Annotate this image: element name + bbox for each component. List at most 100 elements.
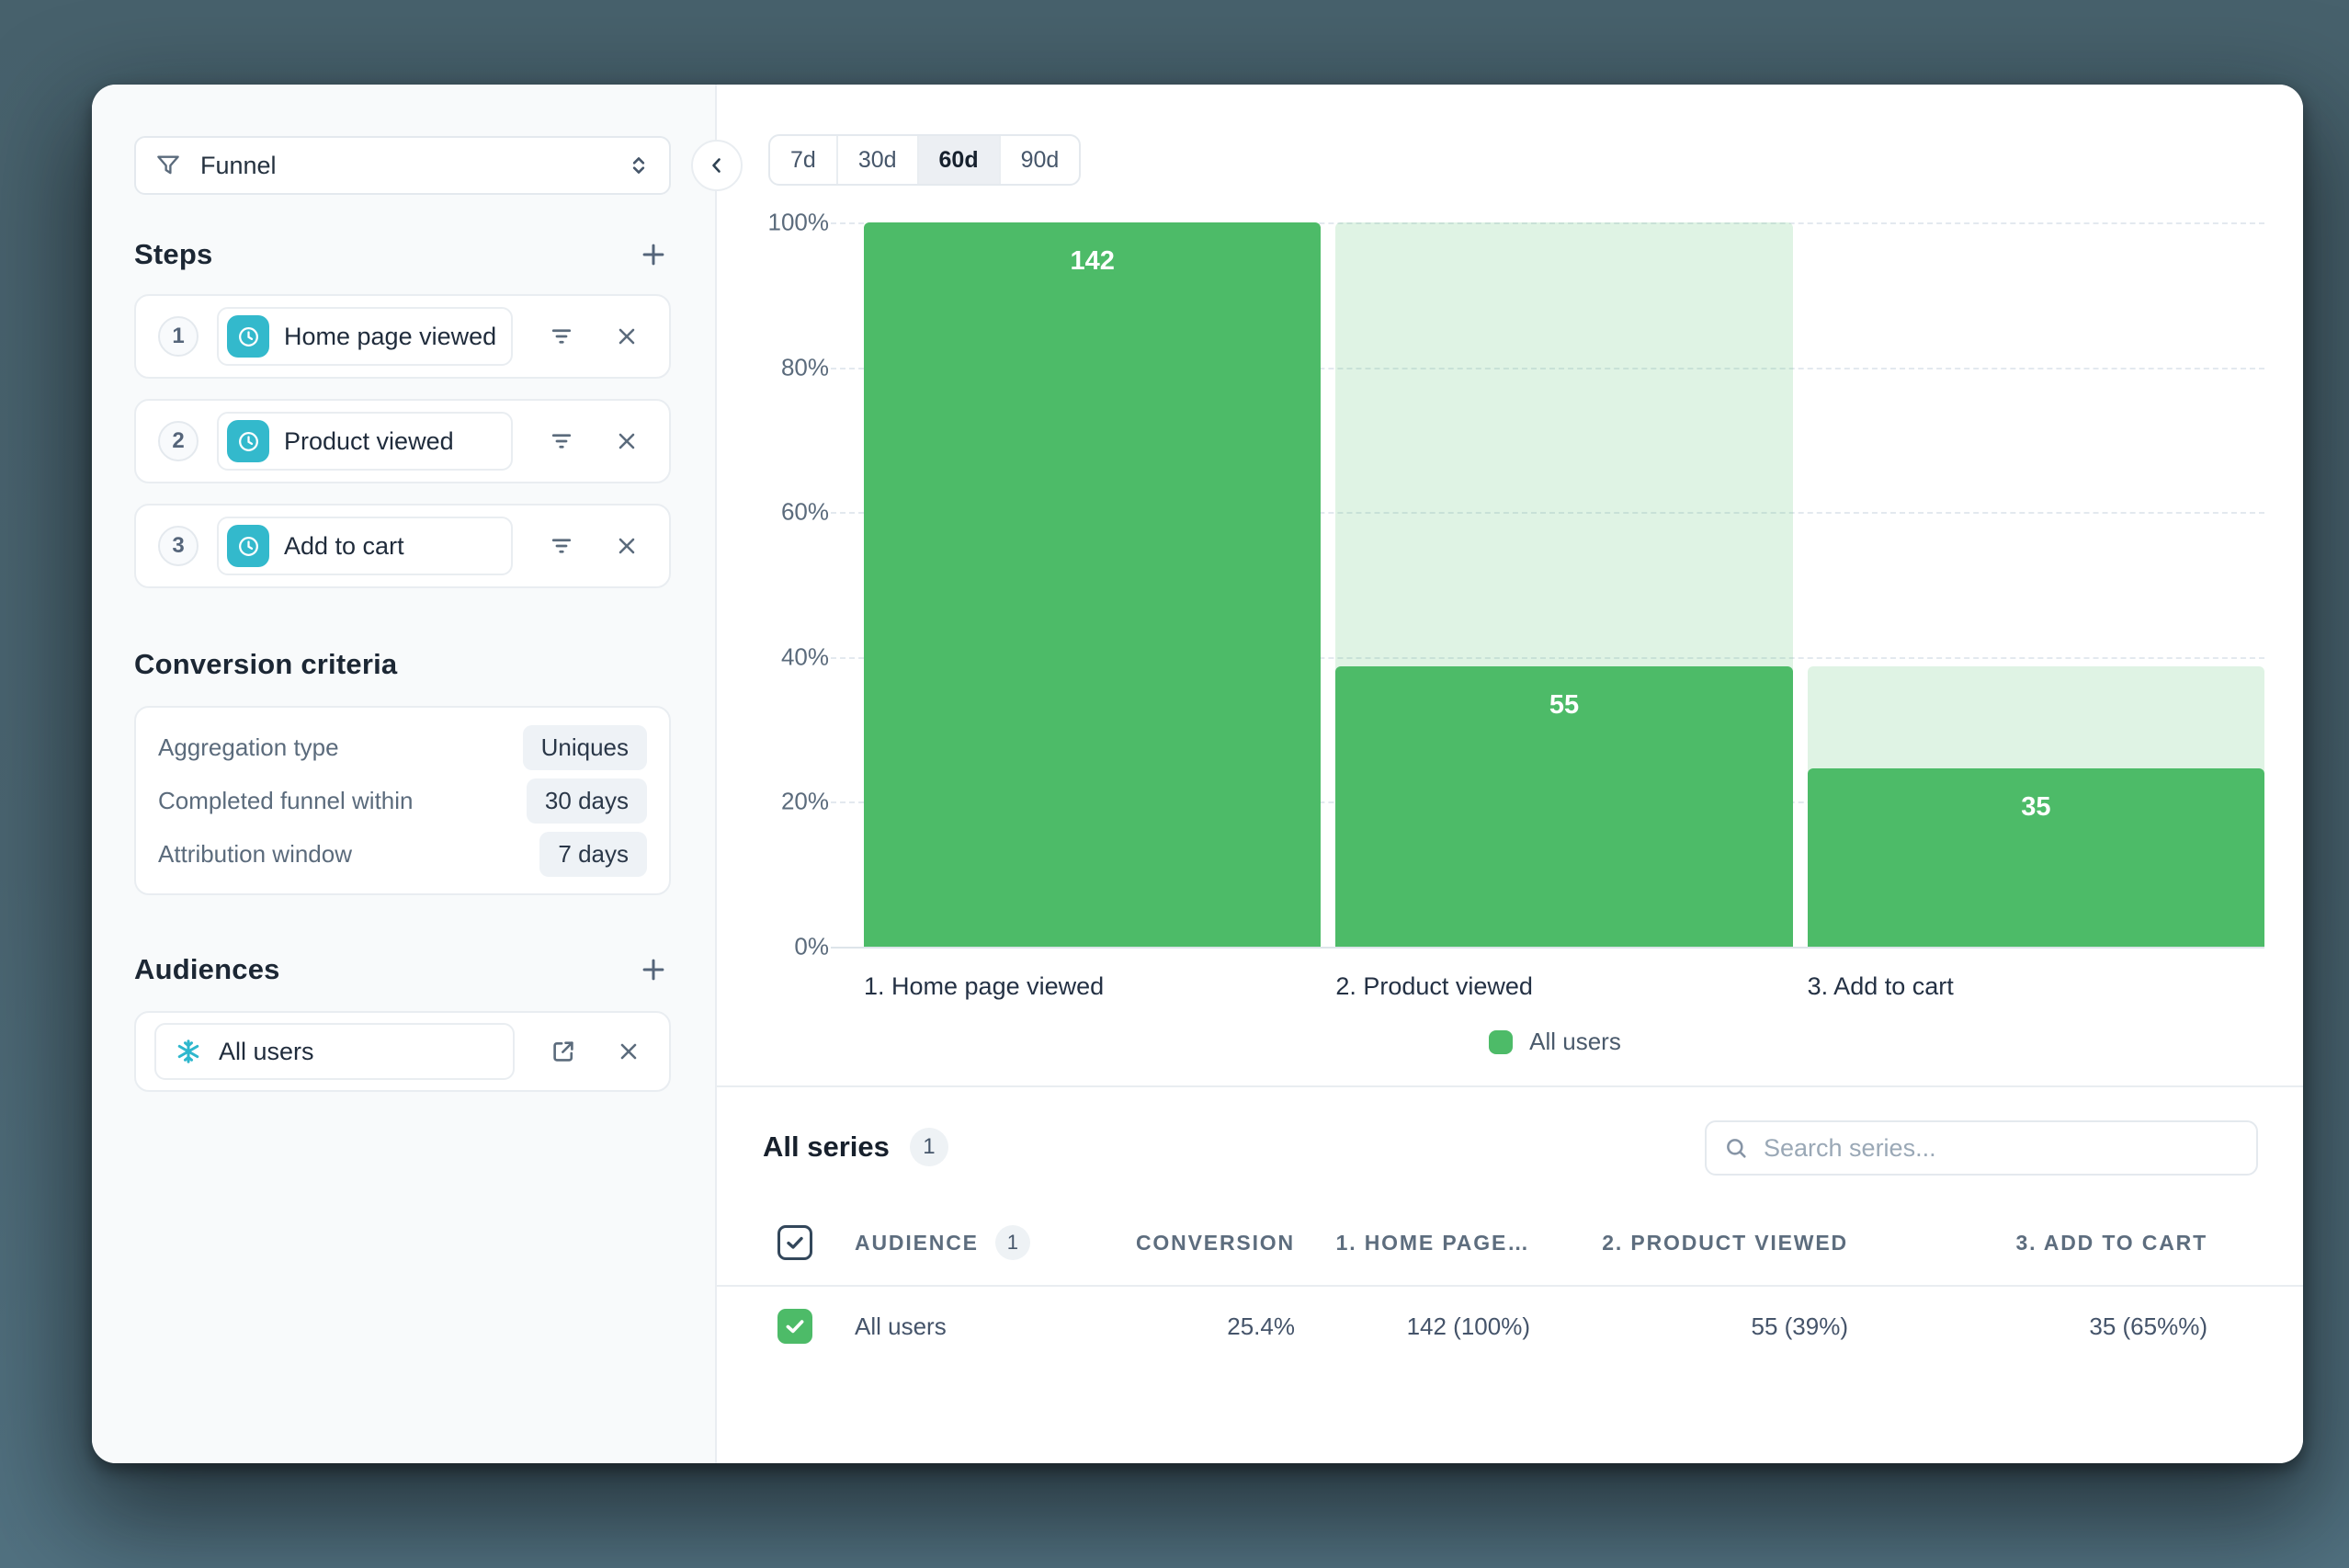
y-tick-label: 0% (794, 932, 829, 960)
criteria-label: Aggregation type (158, 733, 339, 761)
time-range-segmented-control: 7d 30d 60d 90d (768, 134, 1082, 186)
chevron-up-down-icon (627, 153, 651, 177)
funnel-chart: 142 55 35 (831, 222, 2264, 949)
conversion-criteria-card: Aggregation type Uniques Completed funne… (134, 706, 671, 895)
select-all-checkbox[interactable] (777, 1225, 812, 1260)
table-header-row: AUDIENCE 1 CONVERSION 1. HOME PAGE… 2. P… (717, 1200, 2303, 1287)
x-axis-labels: 1. Home page viewed 2. Product viewed 3.… (845, 972, 2264, 1001)
add-step-button[interactable] (636, 237, 671, 272)
criteria-value-pill[interactable]: 30 days (526, 778, 647, 824)
gridline (831, 656, 2264, 659)
y-tick-label: 80% (780, 353, 829, 381)
funnel-bar[interactable]: 35 (1807, 768, 2264, 947)
app-window: Funnel Steps 1 Home p (92, 85, 2303, 1463)
step-event-label: Product viewed (284, 426, 454, 455)
col-step3-header[interactable]: 3. ADD TO CART (2015, 1230, 2207, 1255)
bar-value-label: 142 (1070, 246, 1115, 276)
gridline (831, 367, 2264, 369)
bar-value-label: 55 (1549, 690, 1580, 721)
y-tick-label: 100% (767, 208, 830, 236)
search-icon (1723, 1135, 1749, 1161)
audience-chip[interactable]: All users (154, 1023, 515, 1080)
gridline (831, 222, 2264, 224)
range-60d-button[interactable]: 60d (918, 136, 1001, 184)
cell-step3: 35 (65%%) (2089, 1312, 2207, 1340)
criteria-row: Attribution window 7 days (158, 827, 647, 881)
config-sidebar: Funnel Steps 1 Home p (92, 85, 717, 1463)
funnel-bar[interactable]: 55 (1335, 666, 1793, 947)
step-number-badge: 3 (158, 526, 199, 566)
search-series-input[interactable] (1762, 1132, 2240, 1164)
criteria-value-pill[interactable]: Uniques (522, 724, 647, 770)
step-filter-icon[interactable] (548, 427, 575, 455)
range-90d-button[interactable]: 90d (1020, 146, 1060, 173)
funnel-bar[interactable]: 142 (864, 222, 1322, 947)
x-tick-label: 1. Home page viewed (864, 972, 1105, 1000)
event-clock-icon (227, 420, 269, 462)
col-step2-header[interactable]: 2. PRODUCT VIEWED (1602, 1230, 1848, 1255)
audiences-section-title: Audiences (134, 953, 280, 985)
step-event-chip[interactable]: Add to cart (217, 517, 513, 575)
step-row: 2 Product viewed (134, 399, 671, 483)
open-audience-icon[interactable] (550, 1038, 577, 1065)
remove-step-icon[interactable] (614, 428, 640, 454)
y-tick-label: 60% (780, 497, 829, 526)
col-audience-header[interactable]: AUDIENCE (855, 1230, 979, 1255)
y-tick-label: 20% (780, 787, 829, 815)
remove-audience-icon[interactable] (616, 1039, 641, 1064)
criteria-label: Attribution window (158, 839, 352, 868)
step-event-label: Home page viewed (284, 322, 497, 350)
criteria-row: Aggregation type Uniques (158, 721, 647, 774)
cell-conversion: 25.4% (1227, 1312, 1295, 1340)
collapse-sidebar-button[interactable] (691, 140, 743, 191)
remove-step-icon[interactable] (614, 533, 640, 559)
event-clock-icon (227, 315, 269, 358)
range-30d-button[interactable]: 30d (838, 136, 919, 184)
range-7d-button[interactable]: 7d (770, 136, 838, 184)
snowflake-icon (175, 1038, 202, 1065)
legend-swatch (1489, 1029, 1514, 1054)
step-row: 3 Add to cart (134, 504, 671, 588)
audience-count-badge: 1 (994, 1225, 1030, 1260)
event-clock-icon (227, 525, 269, 567)
add-audience-button[interactable] (636, 952, 671, 987)
funnel-step-column: 35 (1807, 222, 2264, 947)
series-search (1705, 1120, 2258, 1176)
y-axis-labels: 100% 80% 60% 40% 20% 0% (717, 209, 830, 960)
step-event-chip[interactable]: Home page viewed (217, 307, 513, 366)
col-step1-header[interactable]: 1. HOME PAGE… (1335, 1230, 1530, 1255)
criteria-label: Completed funnel within (158, 786, 414, 814)
row-checkbox[interactable] (777, 1309, 812, 1344)
cell-audience: All users (855, 1312, 947, 1340)
cell-step1: 142 (100%) (1406, 1312, 1530, 1340)
chart-panel: 7d 30d 60d 90d 100% 80% 60% 40% 20% 0% (717, 85, 2303, 1463)
x-tick-label: 3. Add to cart (1807, 972, 1954, 1000)
step-row: 1 Home page viewed (134, 294, 671, 379)
series-table: AUDIENCE 1 CONVERSION 1. HOME PAGE… 2. P… (717, 1200, 2303, 1366)
section-divider (717, 1085, 2303, 1087)
steps-list: 1 Home page viewed (134, 294, 671, 588)
funnel-icon (154, 152, 182, 179)
y-tick-label: 40% (780, 642, 829, 671)
step-event-chip[interactable]: Product viewed (217, 412, 513, 471)
step-filter-icon[interactable] (548, 532, 575, 560)
table-row[interactable]: All users 25.4% 142 (100%) 55 (39%) 35 (… (717, 1287, 2303, 1366)
step-number-badge: 2 (158, 421, 199, 461)
audience-label: All users (219, 1037, 314, 1065)
step-filter-icon[interactable] (548, 323, 575, 350)
cell-step2: 55 (39%) (1751, 1312, 1849, 1340)
x-tick-label: 2. Product viewed (1335, 972, 1533, 1000)
insight-type-label: Funnel (200, 151, 277, 179)
col-conversion-header[interactable]: CONVERSION (1135, 1230, 1295, 1255)
insight-type-select[interactable]: Funnel (134, 136, 671, 195)
criteria-row: Completed funnel within 30 days (158, 774, 647, 827)
remove-step-icon[interactable] (614, 324, 640, 349)
criteria-value-pill[interactable]: 7 days (539, 831, 647, 877)
funnel-step-column: 55 (1335, 222, 1793, 947)
series-panel-title: All series (763, 1131, 890, 1163)
x-axis-line (831, 947, 2264, 949)
chart-legend: All users (845, 1028, 2264, 1056)
step-event-label: Add to cart (284, 531, 404, 560)
series-count-badge: 1 (909, 1128, 948, 1166)
